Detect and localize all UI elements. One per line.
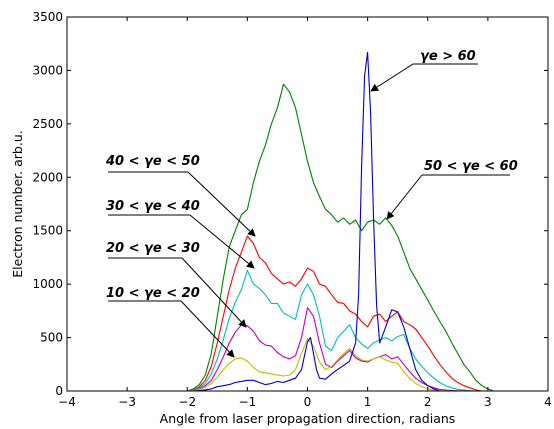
x-tick-label: 4	[544, 395, 552, 409]
annotation-label: 20 < γe < 30	[106, 241, 200, 256]
annotation-label: 30 < γe < 40	[106, 199, 200, 214]
x-tick-label: −1	[239, 395, 257, 409]
annotation-arrow	[187, 171, 256, 237]
x-tick-label: 1	[364, 395, 372, 409]
x-tick-label: −4	[58, 395, 76, 409]
annotation-layer: γe > 60 50 < γe < 60 40 < γe < 50 30 < γe <…	[105, 49, 518, 358]
y-tick-label: 0	[55, 384, 63, 398]
annotation-label: 40 < γe < 50	[105, 154, 200, 169]
series-layer	[115, 51, 495, 392]
x-tick-label: 3	[484, 395, 492, 409]
series-line-gamma-e-gt-60	[115, 51, 440, 392]
y-axis-title: Electron number. arb.u.	[10, 130, 25, 277]
annotation-arrow	[181, 257, 247, 328]
annotation-label: γe > 60	[420, 49, 476, 64]
x-tick-label: −2	[178, 395, 196, 409]
y-tick-label: 1000	[32, 277, 63, 291]
annotation-arrow	[386, 174, 423, 220]
annotation-30-lt-gamma-e-lt-40: 30 < γe < 40	[106, 199, 255, 269]
series-line-40-lt-gamma-e-lt-50	[115, 235, 482, 392]
tick-layer: −4 −3 −2 −1 0 1 2 3 4 0 500 1000 1500 2000 2500 3000 350…	[32, 10, 551, 409]
x-axis-title: Angle from laser propagation direction, …	[160, 411, 456, 426]
annotation-50-lt-gamma-e-lt-60: 50 < γe < 60	[386, 159, 518, 220]
annotation-label: 10 < γe < 20	[106, 286, 200, 301]
y-tick-label: 500	[40, 331, 63, 345]
annotation-label: 50 < γe < 60	[424, 159, 518, 174]
y-tick-label: 2500	[32, 117, 63, 131]
annotation-10-lt-gamma-e-lt-20: 10 < γe < 20	[106, 286, 235, 358]
annotation-arrow	[370, 63, 414, 92]
x-tick-label: 2	[424, 395, 432, 409]
y-tick-label: 1500	[32, 224, 63, 238]
annotation-arrow	[189, 214, 255, 269]
series-line-50-lt-gamma-e-lt-60	[115, 83, 495, 392]
series-line-30-lt-gamma-e-lt-40	[115, 269, 476, 392]
annotation-arrow	[180, 300, 235, 358]
series-line-10-lt-gamma-e-lt-20	[115, 338, 452, 392]
annotation-40-lt-gamma-e-lt-50: 40 < γe < 50	[105, 154, 256, 237]
x-tick-label: 0	[304, 395, 312, 409]
annotation-gamma-e-gt-60: γe > 60	[370, 49, 478, 92]
y-tick-label: 3500	[32, 10, 63, 24]
annotation-20-lt-gamma-e-lt-30: 20 < γe < 30	[106, 241, 247, 328]
series-line-20-lt-gamma-e-lt-30	[115, 307, 464, 392]
y-tick-label: 2000	[32, 170, 63, 184]
y-tick-label: 3000	[32, 63, 63, 77]
x-tick-label: −3	[118, 395, 136, 409]
